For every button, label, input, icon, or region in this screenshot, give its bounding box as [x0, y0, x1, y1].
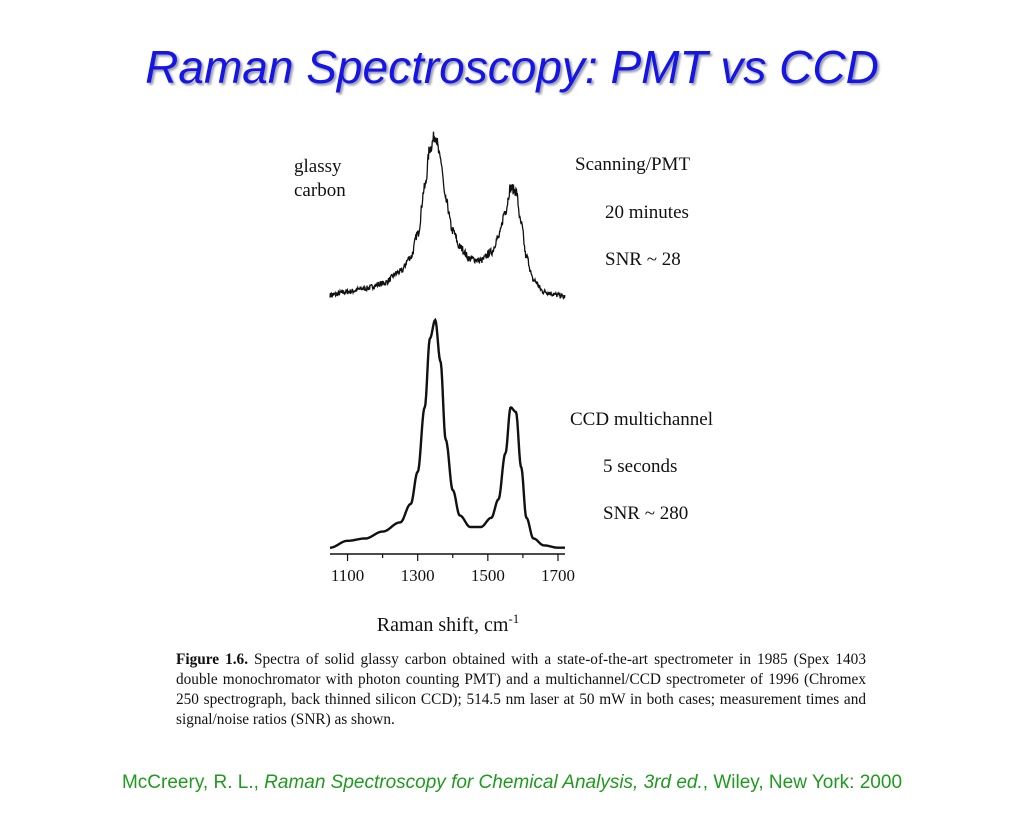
caption-text: Spectra of solid glassy carbon obtained …: [176, 651, 866, 728]
spectrum-trace-ccd: [330, 317, 565, 549]
sample-label-line: carbon: [294, 180, 346, 201]
citation-authors: McCreery, R. L.,: [121, 772, 265, 793]
x-axis: 1100 1300 1500 1700 Raman shift, cm-1: [330, 553, 575, 635]
raman-figure: glassy carbon Scanning/PMT 20 minutes SNR ~ …: [294, 131, 713, 635]
annotation-pmt-2: SNR ~ 28: [605, 249, 681, 270]
ccd-panel: CCD multichannel 5 seconds SNR ~ 280: [330, 317, 713, 549]
x-tick-label: 1300: [401, 566, 435, 585]
slide-title: Raman Spectroscopy: PMT vs CCD: [145, 41, 879, 93]
annotation-pmt-1: 20 minutes: [605, 202, 689, 223]
annotation-ccd-1: 5 seconds: [603, 456, 677, 477]
annotation-ccd-2: SNR ~ 280: [603, 503, 688, 524]
x-tick-label: 1700: [541, 566, 575, 585]
sample-label-line: glassy: [294, 156, 342, 177]
x-tick-label: 1500: [471, 566, 505, 585]
annotation-ccd-0: CCD multichannel: [570, 409, 713, 430]
pmt-panel: glassy carbon Scanning/PMT 20 minutes SNR ~ …: [294, 131, 690, 301]
x-axis-label: Raman shift, cm-1: [377, 611, 519, 635]
figure-caption: Figure 1.6. Spectra of solid glassy carbo…: [176, 650, 866, 730]
spectrum-trace-pmt: [329, 131, 566, 301]
citation-book: Raman Spectroscopy for Chemical Analysis…: [264, 772, 703, 793]
figure-number: Figure 1.6.: [176, 651, 249, 668]
citation: McCreery, R. L., Raman Spectroscopy for …: [20, 770, 1004, 795]
x-tick-label: 1100: [331, 566, 364, 585]
citation-publisher: , Wiley, New York: 2000: [702, 772, 903, 793]
annotation-pmt-0: Scanning/PMT: [575, 154, 690, 175]
